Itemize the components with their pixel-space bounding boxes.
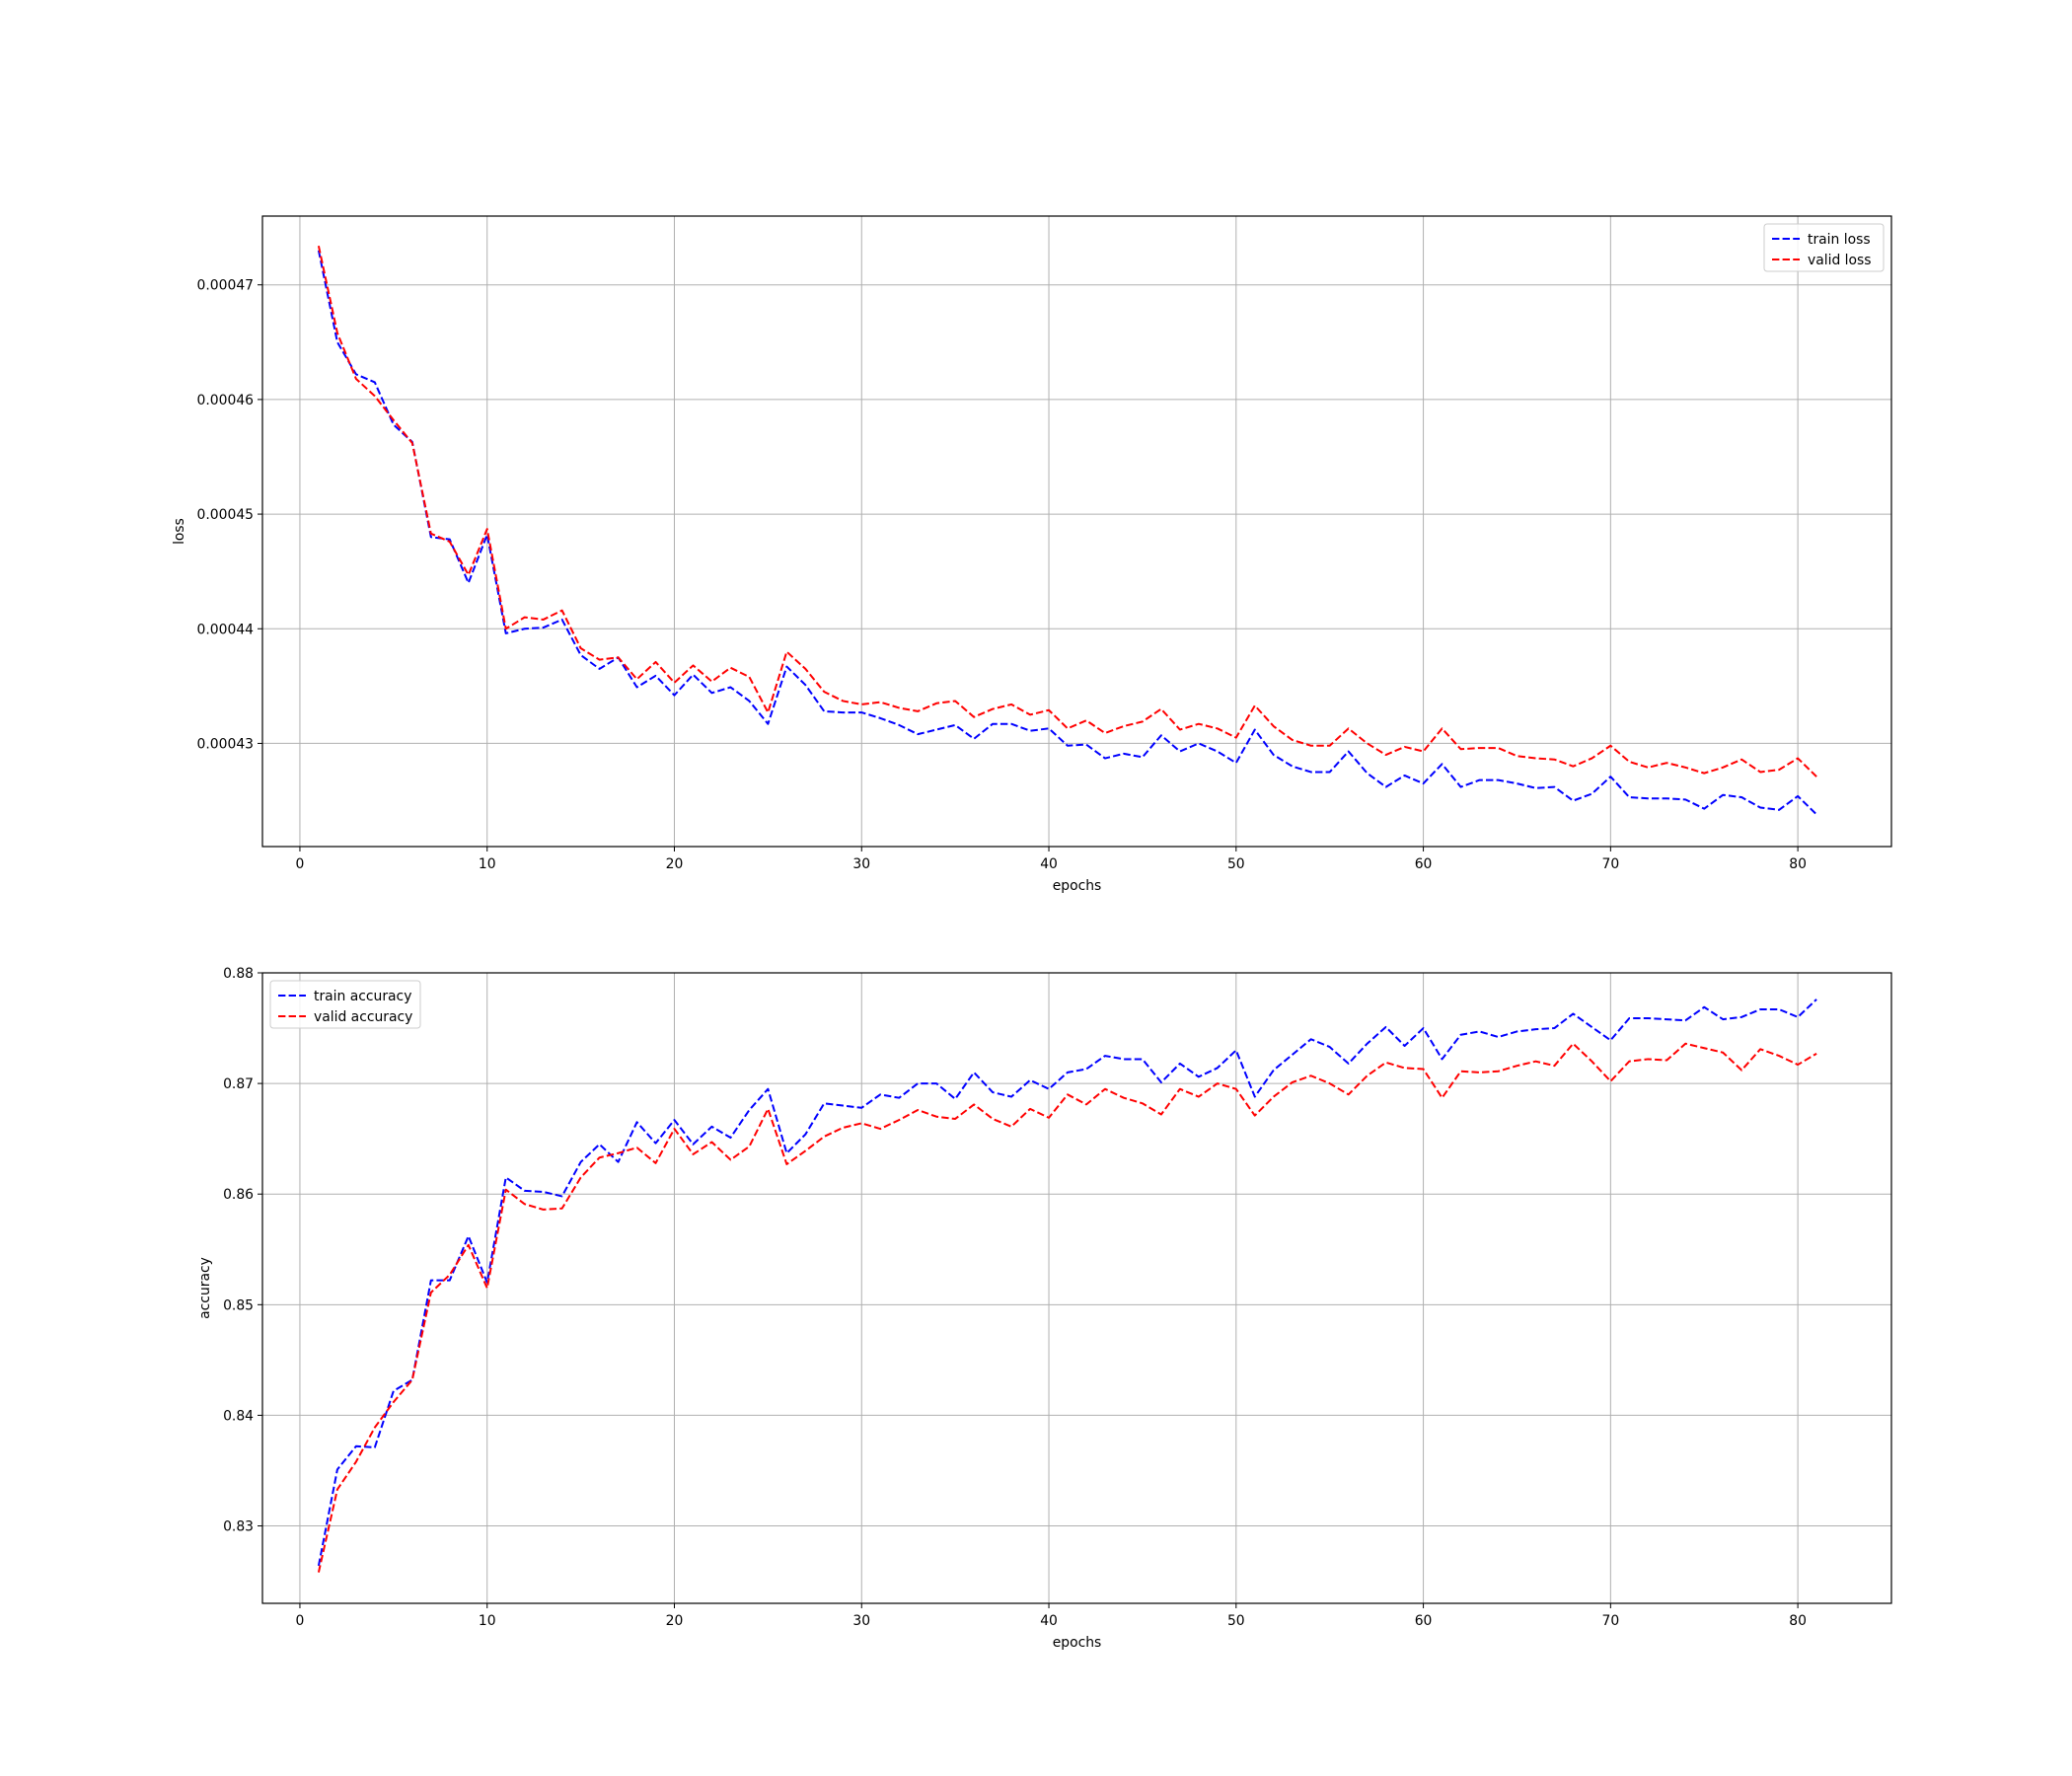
chart-0-y-tick-label: 0.00046 — [197, 393, 254, 408]
chart-0-y-tick-label: 0.00043 — [197, 736, 254, 752]
chart-1-x-tick-label: 40 — [1040, 1613, 1058, 1629]
chart-0-y-tick-label: 0.00044 — [197, 622, 255, 637]
chart-0-legend-label: train loss — [1808, 232, 1871, 248]
chart-1-plot-frame — [261, 972, 1892, 1604]
chart-1-y-tick-label: 0.88 — [223, 966, 254, 982]
loss-chart-panel: 0 10 20 30 40 50 60 70 80 0.00043 0.00044 0.00045 0.… — [172, 215, 1892, 894]
chart-0-x-tick-label: 50 — [1227, 856, 1245, 872]
chart-1-legend-label: train accuracy — [314, 989, 411, 1004]
chart-1-series-line-train-accuracy — [317, 999, 1817, 1567]
chart-0-y-axis-label: loss — [172, 518, 187, 545]
chart-0-x-axis-label: epochs — [1053, 878, 1102, 894]
chart-0-y-tick-label: 0.00047 — [197, 278, 254, 294]
chart-1-legend: train accuracy valid accuracy — [269, 980, 421, 1029]
accuracy-chart-panel: 0 10 20 30 40 50 60 70 80 0.83 0.84 0.85 0.86 0.87 0.8… — [197, 966, 1892, 1651]
chart-1-y-tick-label: 0.83 — [223, 1519, 254, 1535]
chart-1-y-tick-label: 0.86 — [223, 1187, 254, 1203]
chart-1-x-tick-label: 10 — [479, 1613, 496, 1629]
chart-1-legend-box — [269, 980, 421, 1029]
chart-0-legend: train loss valid loss — [1763, 223, 1885, 272]
chart-1-x-tick-label: 80 — [1789, 1613, 1807, 1629]
chart-1-x-tick-label: 60 — [1415, 1613, 1433, 1629]
chart-0-x-tick-label: 20 — [666, 856, 684, 872]
chart-0-x-tick-label: 80 — [1789, 856, 1807, 872]
chart-0-x-tick-label: 30 — [852, 856, 870, 872]
chart-1-legend-label: valid accuracy — [314, 1009, 412, 1025]
chart-1-x-tick-label: 20 — [666, 1613, 684, 1629]
chart-1-x-tick-label: 0 — [296, 1613, 305, 1629]
chart-1-x-tick-label: 70 — [1602, 1613, 1620, 1629]
chart-0-x-tick-label: 0 — [296, 856, 305, 872]
chart-0-x-tick-label: 10 — [479, 856, 496, 872]
chart-0-x-tick-label: 70 — [1602, 856, 1620, 872]
chart-1-x-tick-label: 50 — [1227, 1613, 1245, 1629]
chart-0-y-tick-label: 0.00045 — [197, 507, 254, 523]
chart-0-legend-label: valid loss — [1808, 253, 1872, 268]
chart-0-plot-frame — [261, 215, 1892, 848]
chart-1-y-tick-label: 0.85 — [223, 1297, 254, 1313]
chart-0-series-line-train-loss — [317, 250, 1817, 816]
chart-1-y-axis-label: accuracy — [197, 1257, 213, 1319]
chart-0-x-tick-label: 40 — [1040, 856, 1058, 872]
chart-1-y-tick-label: 0.84 — [223, 1408, 254, 1424]
chart-1-x-tick-label: 30 — [852, 1613, 870, 1629]
chart-1-y-tick-label: 0.87 — [223, 1076, 254, 1092]
chart-1-series-line-valid-accuracy — [317, 1042, 1817, 1573]
chart-1-x-axis-label: epochs — [1053, 1635, 1102, 1651]
chart-0-series-line-valid-loss — [317, 245, 1817, 777]
chart-0-x-tick-label: 60 — [1415, 856, 1433, 872]
